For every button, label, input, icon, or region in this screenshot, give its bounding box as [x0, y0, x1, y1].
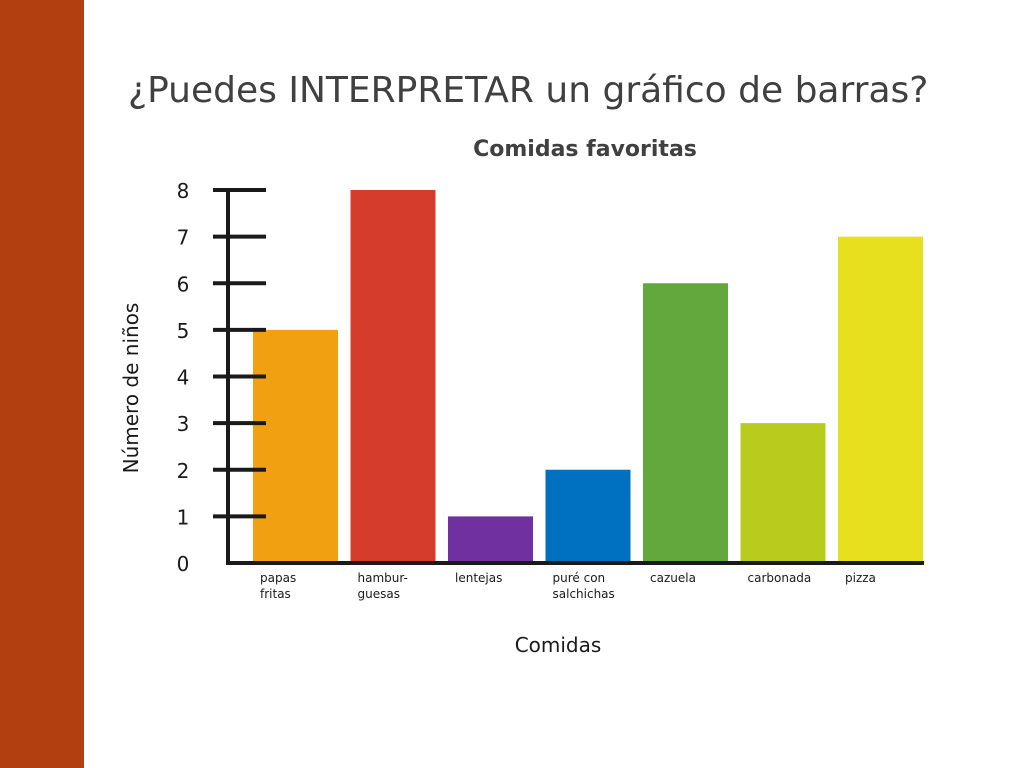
y-tick-label-5: 5 [177, 319, 190, 343]
x-tick-label-0: papas fritas [260, 571, 296, 601]
axes [213, 188, 924, 565]
y-tick-label-4: 4 [177, 366, 190, 390]
y-tick-labels: 0 1 2 3 4 5 6 7 8 [177, 179, 190, 576]
x-axis-label: Comidas [515, 633, 602, 657]
bars [253, 190, 923, 563]
bar-1 [350, 190, 436, 563]
chart-title: Comidas favoritas [473, 137, 697, 162]
y-tick-label-8: 8 [177, 179, 190, 203]
x-tick-label-2: lentejas [455, 571, 502, 585]
y-tick-label-6: 6 [177, 272, 190, 296]
side-band [0, 0, 84, 768]
x-tick-label-4: cazuela [650, 571, 696, 585]
y-tick-label-7: 7 [177, 226, 190, 250]
x-tick-label-3: puré con salchichas [553, 571, 615, 601]
bar-3 [545, 469, 631, 563]
y-tick-label-2: 2 [177, 459, 190, 483]
bar-2 [448, 516, 533, 563]
bar-6 [838, 236, 923, 563]
x-tick-label-1: hambur-guesas [358, 571, 408, 601]
bar-0 [253, 329, 338, 563]
bar-4 [643, 283, 728, 563]
x-tick-label-5: carbonada [748, 571, 812, 585]
slide-title: ¿Puedes INTERPRETAR un gráfico de barras… [128, 70, 929, 111]
y-tick-label-0: 0 [177, 552, 190, 576]
bar-5 [740, 423, 826, 563]
y-tick-label-1: 1 [177, 505, 190, 529]
y-tick-label-3: 3 [177, 412, 190, 436]
x-tick-labels: papas fritas hambur-guesas lentejas puré con… [260, 571, 876, 601]
x-tick-label-6: pizza [845, 571, 876, 585]
y-axis-label: Número de niños [119, 303, 143, 474]
